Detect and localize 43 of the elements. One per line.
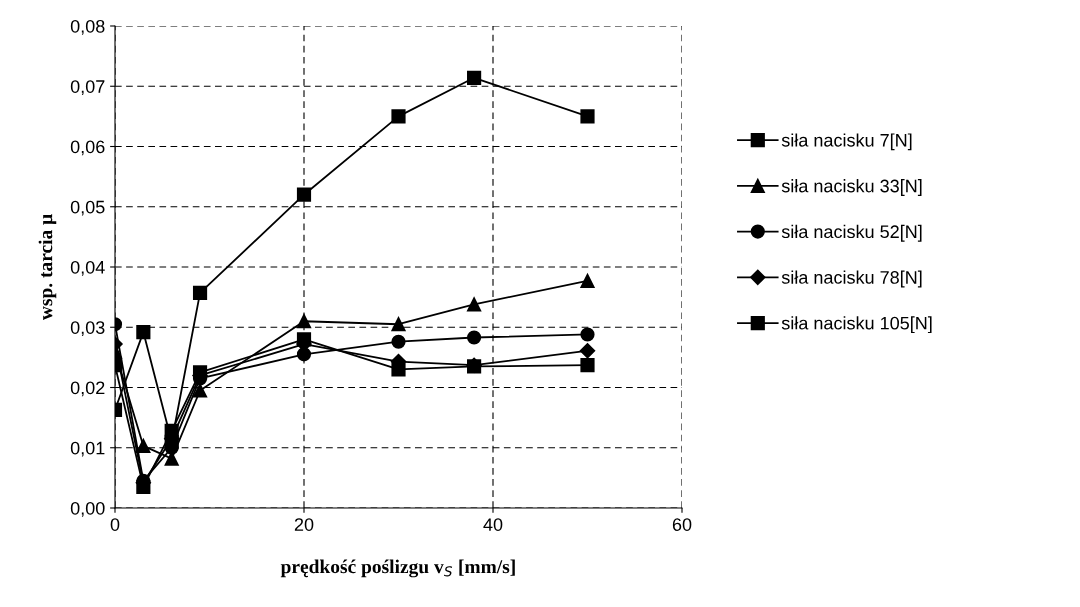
point bbox=[467, 359, 482, 374]
point bbox=[579, 343, 596, 359]
point bbox=[296, 332, 312, 347]
y-tick-label: 0,03 bbox=[70, 321, 105, 337]
point bbox=[467, 330, 482, 345]
x-tick-label: 0 bbox=[110, 518, 120, 531]
point bbox=[136, 324, 151, 340]
y-tick-label: 0,07 bbox=[70, 80, 105, 96]
legend-label: siła nacisku 52[N] bbox=[781, 224, 922, 242]
point bbox=[580, 109, 595, 124]
point bbox=[136, 438, 151, 454]
x-tick-label: 60 bbox=[672, 518, 692, 531]
x-tick-label: 20 bbox=[294, 518, 314, 531]
y-tick-label: 0,01 bbox=[70, 441, 105, 457]
legend-label: siła nacisku 105[N] bbox=[781, 316, 932, 334]
point bbox=[296, 187, 312, 202]
legend-label: siła nacisku 33[N] bbox=[781, 179, 922, 196]
y-tick-label: 0,04 bbox=[70, 260, 105, 276]
point bbox=[580, 327, 595, 342]
y-tick-label: 0,08 bbox=[70, 19, 105, 35]
y-tick-label: 0,06 bbox=[70, 140, 105, 156]
point bbox=[580, 358, 595, 373]
point bbox=[391, 362, 406, 377]
point bbox=[136, 479, 151, 494]
point bbox=[164, 423, 179, 438]
point bbox=[296, 314, 312, 329]
y-tick-label: 0,00 bbox=[70, 501, 105, 517]
point bbox=[391, 317, 406, 332]
point bbox=[467, 297, 482, 312]
point bbox=[192, 383, 208, 398]
x-tick-label: 40 bbox=[483, 518, 503, 531]
x-axis-title: prędkość poślizgu v$_{S}$ [mm/s] bbox=[280, 559, 515, 578]
y-tick-label: 0,02 bbox=[70, 381, 105, 397]
point bbox=[391, 334, 406, 349]
point bbox=[580, 273, 595, 288]
point bbox=[192, 365, 208, 380]
y-axis-title: wsp. tarcia μ bbox=[38, 214, 57, 321]
point bbox=[391, 109, 406, 124]
y-tick-label: 0,05 bbox=[70, 200, 105, 216]
legend-label: siła nacisku 78[N] bbox=[781, 270, 922, 288]
point bbox=[192, 285, 208, 300]
legend-label: siła nacisku 7[N] bbox=[781, 133, 912, 151]
point bbox=[467, 70, 482, 85]
